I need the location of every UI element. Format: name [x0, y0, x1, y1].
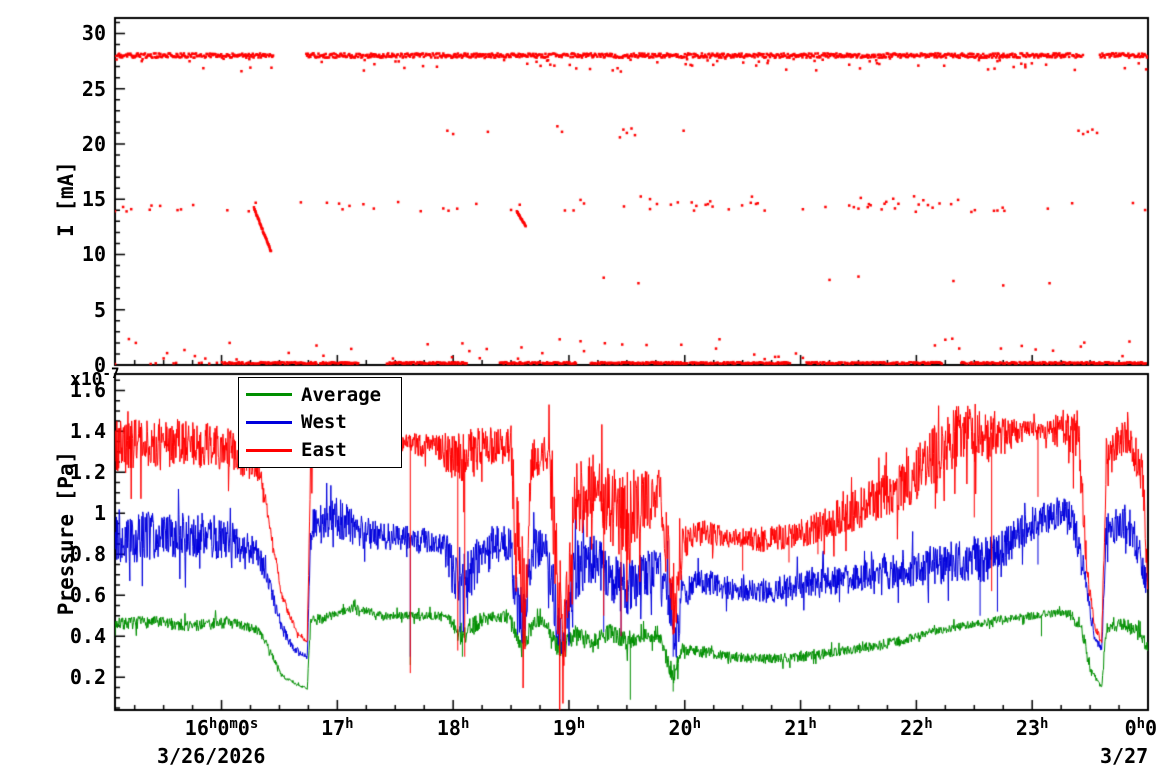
- legend: Average West East: [238, 377, 402, 468]
- x-tick-unit-sup: h: [576, 716, 586, 732]
- y-tick-label-current: 20: [81, 131, 106, 156]
- x-tick-value: 0: [217, 716, 230, 740]
- x-tick-label: 21h: [784, 713, 817, 739]
- x-tick-unit-sup: h: [345, 716, 354, 732]
- y-tick-label-current: 0: [93, 353, 106, 377]
- y-tick-label-current: 10: [81, 242, 106, 267]
- x-tick-label: 16h0m0s: [185, 713, 259, 739]
- legend-label-average: Average: [301, 383, 382, 406]
- x-tick-unit-sup: h: [924, 716, 933, 732]
- legend-label-west: West: [301, 411, 347, 434]
- x-tick-unit-sup: s: [249, 716, 259, 732]
- x-tick-value: 0: [237, 716, 250, 740]
- x-tick-label: 19h: [553, 713, 586, 739]
- exponent-power: -7: [102, 366, 120, 382]
- legend-label-east: East: [301, 439, 347, 462]
- x-axis-date-start: 3/26/2026: [157, 744, 266, 768]
- x-tick-value: 20: [668, 716, 693, 740]
- y-tick-label-current: 25: [81, 76, 106, 101]
- x-tick-value: 19: [552, 716, 577, 740]
- x-tick-value: 22: [900, 716, 925, 740]
- exponent-base: x10: [70, 369, 103, 390]
- legend-entry-west: West: [239, 409, 401, 436]
- y-tick-label-current: 15: [81, 187, 106, 212]
- x-tick-value: 21: [784, 716, 809, 740]
- legend-line-average: [246, 393, 292, 397]
- x-axis-date-end: 3/27: [1100, 744, 1149, 768]
- y-tick-label-pressure: 0.2: [69, 665, 106, 690]
- legend-entry-east: East: [239, 437, 401, 464]
- x-tick-unit-sup: h: [692, 716, 702, 732]
- x-tick-label: 22h: [900, 713, 933, 739]
- y-tick-label-pressure: 0.4: [69, 624, 106, 649]
- y-tick-label-current: 5: [93, 297, 106, 322]
- legend-entry-average: Average: [239, 381, 401, 408]
- x-tick-value: 0: [1124, 716, 1137, 740]
- x-tick-unit-sup: h: [1040, 716, 1049, 732]
- y-tick-label-current: 30: [81, 21, 106, 46]
- x-tick-unit-sup: h: [460, 716, 470, 732]
- legend-line-west: [246, 420, 292, 424]
- x-tick-label: 17h: [321, 713, 354, 739]
- x-tick-unit-sup: h: [208, 716, 218, 732]
- legend-line-east: [246, 448, 292, 452]
- x-tick-label: 0h0: [1125, 713, 1158, 739]
- y-tick-label-pressure: 1.2: [69, 460, 106, 485]
- y-tick-label-pressure: 1.4: [69, 419, 106, 444]
- y-tick-label-pressure: 1: [93, 501, 106, 526]
- x-tick-value: 16: [184, 716, 209, 740]
- x-tick-label: 23h: [1016, 713, 1049, 739]
- x-tick-label: 20h: [669, 713, 702, 739]
- x-tick-unit-sup: h: [1136, 716, 1146, 732]
- x-tick-value: 17: [321, 716, 346, 740]
- y-axis-exponent: x10-7: [70, 363, 119, 391]
- y-tick-label-pressure: 0.6: [69, 583, 106, 608]
- x-tick-unit-sup: h: [808, 716, 817, 732]
- x-tick-unit-sup: m: [229, 716, 238, 732]
- x-tick-value: 23: [1015, 716, 1041, 740]
- x-tick-value: 18: [436, 716, 461, 740]
- x-tick-label: 18h: [437, 713, 470, 739]
- y-tick-label-pressure: 0.8: [69, 542, 106, 567]
- y-tick-label-pressure: 1.6: [69, 378, 106, 403]
- x-tick-value: 0: [1145, 716, 1158, 740]
